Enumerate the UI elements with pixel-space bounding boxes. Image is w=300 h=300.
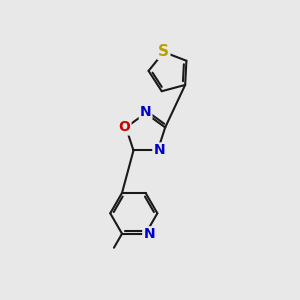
Text: N: N	[140, 105, 152, 119]
Text: O: O	[118, 120, 130, 134]
Text: N: N	[143, 227, 155, 241]
Text: S: S	[158, 44, 169, 59]
Text: N: N	[153, 143, 165, 158]
